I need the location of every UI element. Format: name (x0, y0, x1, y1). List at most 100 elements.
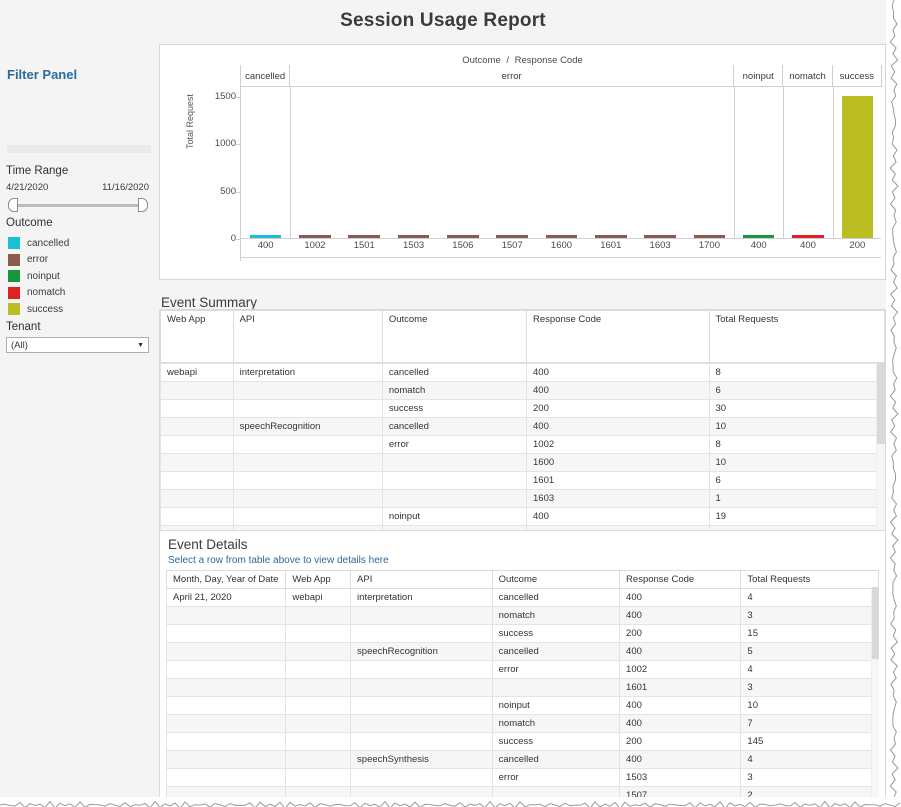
chart-bar[interactable] (693, 235, 726, 238)
table-row[interactable]: nomatch 400 7 (166, 714, 879, 733)
table-row[interactable]: nomatch 400 3 (166, 606, 879, 625)
legend-item-nomatch[interactable]: nomatch (8, 285, 153, 302)
table-cell-response_code: 200 (619, 732, 742, 751)
torn-bottom-shape (0, 800, 901, 807)
table-cell-total_requests: 5 (740, 642, 879, 661)
torn-right-edge (886, 0, 901, 807)
event-summary-header-table: Web App API Outcome Response Code Total Requ… (160, 310, 885, 363)
table-cell-total_requests: 6 (708, 381, 885, 400)
table-cell-response_code: 400 (619, 714, 742, 733)
event-details-scrollbar[interactable] (871, 587, 879, 804)
column-header[interactable]: Response Code (526, 310, 710, 363)
chart-bar[interactable] (545, 235, 578, 238)
table-row[interactable]: noinput 400 10 (166, 696, 879, 715)
column-header[interactable]: Total Requests (708, 310, 885, 363)
table-cell-date (166, 696, 287, 715)
legend-swatch-icon (8, 303, 20, 316)
chart-bar[interactable] (348, 235, 381, 238)
table-cell-outcome (381, 471, 528, 490)
column-header[interactable]: Month, Day, Year of Date (166, 570, 287, 589)
table-row[interactable]: success 200 30 (160, 399, 885, 418)
chart-bar[interactable] (299, 235, 331, 238)
table-row[interactable]: April 21, 2020 webapi interpretation cancel… (166, 588, 879, 607)
event-summary-scrollbar[interactable] (876, 362, 885, 536)
chart-bar[interactable] (841, 95, 874, 238)
time-range-start: 4/21/2020 (6, 182, 49, 193)
tenant-select[interactable]: (All) ▼ (6, 337, 149, 353)
table-cell-date (166, 714, 287, 733)
chart-bar[interactable] (397, 235, 430, 238)
slider-track[interactable] (14, 204, 142, 207)
column-header[interactable]: Web App (285, 570, 352, 589)
table-row[interactable]: speechSynthesis cancelled 400 4 (166, 750, 879, 769)
table-row[interactable]: success 200 15 (166, 624, 879, 643)
x-tick-label: 1501 (353, 240, 375, 251)
table-row[interactable]: error 1002 4 (166, 660, 879, 679)
chart-title: Outcome / Response Code (160, 55, 885, 66)
scrollbar-thumb[interactable] (872, 587, 879, 659)
table-cell-response_code: 1503 (619, 768, 742, 787)
table-row[interactable]: noinput 400 19 (160, 507, 885, 526)
table-cell-total_requests: 8 (708, 363, 885, 382)
slider-handle-right[interactable] (138, 198, 148, 212)
column-header[interactable]: Outcome (381, 310, 528, 363)
table-row[interactable]: error 1002 8 (160, 435, 885, 454)
table-cell-response_code: 400 (619, 750, 742, 769)
table-row[interactable]: speechRecognition cancelled 400 5 (166, 642, 879, 661)
table-cell-outcome: error (491, 768, 621, 787)
table-cell-api: speechSynthesis (350, 750, 493, 769)
legend-item-error[interactable]: error (8, 252, 153, 269)
table-cell-web_app (285, 660, 352, 679)
table-row[interactable]: speechRecognition cancelled 400 10 (160, 417, 885, 436)
chart-bar[interactable] (644, 235, 676, 238)
x-tick-label: 1002 (304, 240, 326, 251)
column-header[interactable]: Response Code (619, 570, 742, 589)
table-row[interactable]: 1603 1 (160, 489, 885, 508)
chart-bar[interactable] (249, 235, 282, 238)
table-row[interactable]: 1600 10 (160, 453, 885, 472)
column-header[interactable]: API (232, 310, 383, 363)
torn-edge-shape (889, 0, 899, 805)
table-cell-api (350, 660, 493, 679)
chart-bar[interactable] (792, 235, 824, 238)
chart-bar[interactable] (595, 235, 627, 238)
table-cell-outcome: cancelled (491, 588, 621, 607)
table-cell-web_app (160, 399, 234, 418)
event-details-section: Event Details Select a row from table ab… (159, 530, 886, 807)
table-row[interactable]: success 200 145 (166, 732, 879, 751)
table-cell-api (232, 471, 383, 490)
table-cell-api (350, 696, 493, 715)
event-summary-table[interactable]: webapi interpretation cancelled 400 8 nomatch… (160, 363, 885, 536)
table-cell-outcome: error (491, 660, 621, 679)
table-row[interactable]: 1601 3 (166, 678, 879, 697)
table-row[interactable]: webapi interpretation cancelled 400 8 (160, 363, 885, 382)
chart-title-separator: / (506, 55, 510, 66)
chart-group-separator (290, 87, 292, 239)
column-header[interactable]: Web App (160, 310, 234, 363)
column-header[interactable]: API (350, 570, 493, 589)
table-row[interactable]: 1601 6 (160, 471, 885, 490)
legend-item-cancelled[interactable]: cancelled (8, 235, 153, 252)
event-details-subheading[interactable]: Select a row from table above to view de… (168, 555, 389, 566)
scrollbar-thumb[interactable] (877, 362, 885, 444)
event-details-table[interactable]: Month, Day, Year of Date Web App API Outcom… (166, 570, 879, 804)
chart-group-separator (734, 87, 736, 239)
table-row[interactable]: error 1503 3 (166, 768, 879, 787)
slider-handle-left[interactable] (8, 198, 18, 212)
chart-bar[interactable] (742, 235, 775, 238)
page-header: Session Usage Report (0, 0, 886, 41)
filter-panel: Filter Panel Time Range 4/21/2020 11/16/… (0, 41, 155, 807)
x-tick-label: 1603 (649, 240, 671, 251)
chart-bar[interactable] (496, 235, 528, 238)
column-header[interactable]: Total Requests (740, 570, 879, 589)
chart-bar[interactable] (447, 235, 479, 238)
table-row[interactable]: nomatch 400 6 (160, 381, 885, 400)
table-cell-response_code: 1603 (526, 489, 710, 508)
time-range-slider[interactable] (8, 198, 148, 212)
table-cell-total_requests: 3 (740, 606, 879, 625)
table-cell-total_requests: 10 (708, 453, 885, 472)
column-header[interactable]: Outcome (491, 570, 621, 589)
legend-item-success[interactable]: success (8, 301, 153, 318)
legend-item-noinput[interactable]: noinput (8, 268, 153, 285)
